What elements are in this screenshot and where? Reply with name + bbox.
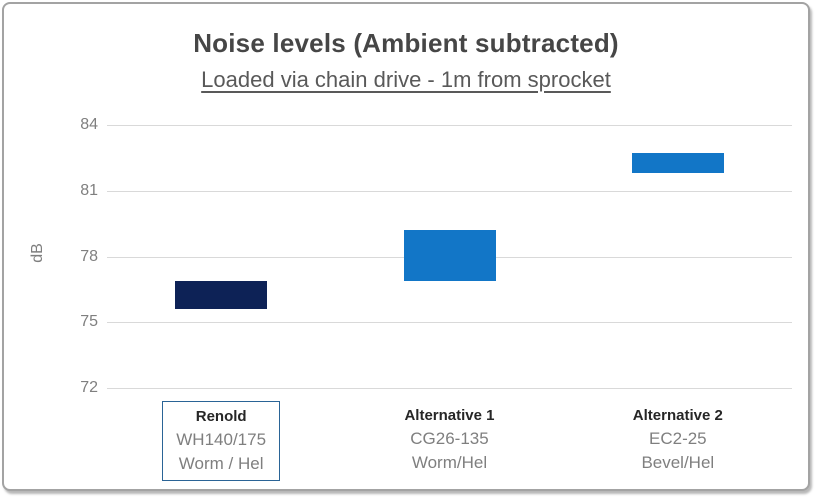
category-gear-type: Worm / Hel	[178, 454, 264, 473]
y-tick-84: 84	[80, 116, 98, 133]
y-tick-75: 75	[80, 313, 98, 331]
y-axis-label: dB	[29, 243, 46, 263]
x-axis-categories: Renold WH140/175 Worm / Hel Alternative 1 CG…	[107, 401, 792, 481]
y-axis-ticks: 84 81 78 75 72	[56, 116, 98, 396]
category-label-alternative-2: Alternative 2 EC2-25 Bevel/Hel	[623, 401, 733, 479]
category-name: Alternative 2	[632, 407, 723, 424]
category-slot-renold: Renold WH140/175 Worm / Hel	[107, 401, 335, 481]
y-tick-72: 72	[80, 379, 98, 396]
category-name: Renold	[195, 408, 247, 425]
category-model: CG26-135	[410, 429, 489, 448]
y-tick-78: 78	[80, 247, 98, 265]
y-tick-81: 81	[80, 181, 98, 199]
category-label-alternative-1: Alternative 1 CG26-135 Worm/Hel	[394, 401, 504, 479]
category-model: EC2-25	[649, 429, 707, 448]
category-name: Alternative 1	[404, 407, 495, 424]
category-gear-type: Worm/Hel	[411, 453, 488, 472]
bar-alternative-2	[631, 153, 724, 174]
bar-alternative-1	[403, 230, 496, 281]
chart-subtitle: Loaded via chain drive - 1m from sprocke…	[201, 67, 611, 92]
category-model: WH140/175	[176, 430, 267, 449]
category-slot-alternative-1: Alternative 1 CG26-135 Worm/Hel	[335, 401, 563, 481]
chart-card: Noise levels (Ambient subtracted) Loaded…	[2, 2, 810, 491]
chart-title: Noise levels (Ambient subtracted)	[193, 28, 619, 58]
category-gear-type: Bevel/Hel	[641, 453, 715, 472]
category-slot-alternative-2: Alternative 2 EC2-25 Bevel/Hel	[564, 401, 792, 481]
gridline-75	[107, 322, 792, 324]
gridline-72	[107, 388, 792, 389]
category-label-renold: Renold WH140/175 Worm / Hel	[162, 401, 281, 481]
gridline-84	[107, 125, 792, 126]
plot-area	[107, 125, 792, 389]
bar-renold	[175, 280, 268, 310]
gridline-81	[107, 190, 792, 192]
